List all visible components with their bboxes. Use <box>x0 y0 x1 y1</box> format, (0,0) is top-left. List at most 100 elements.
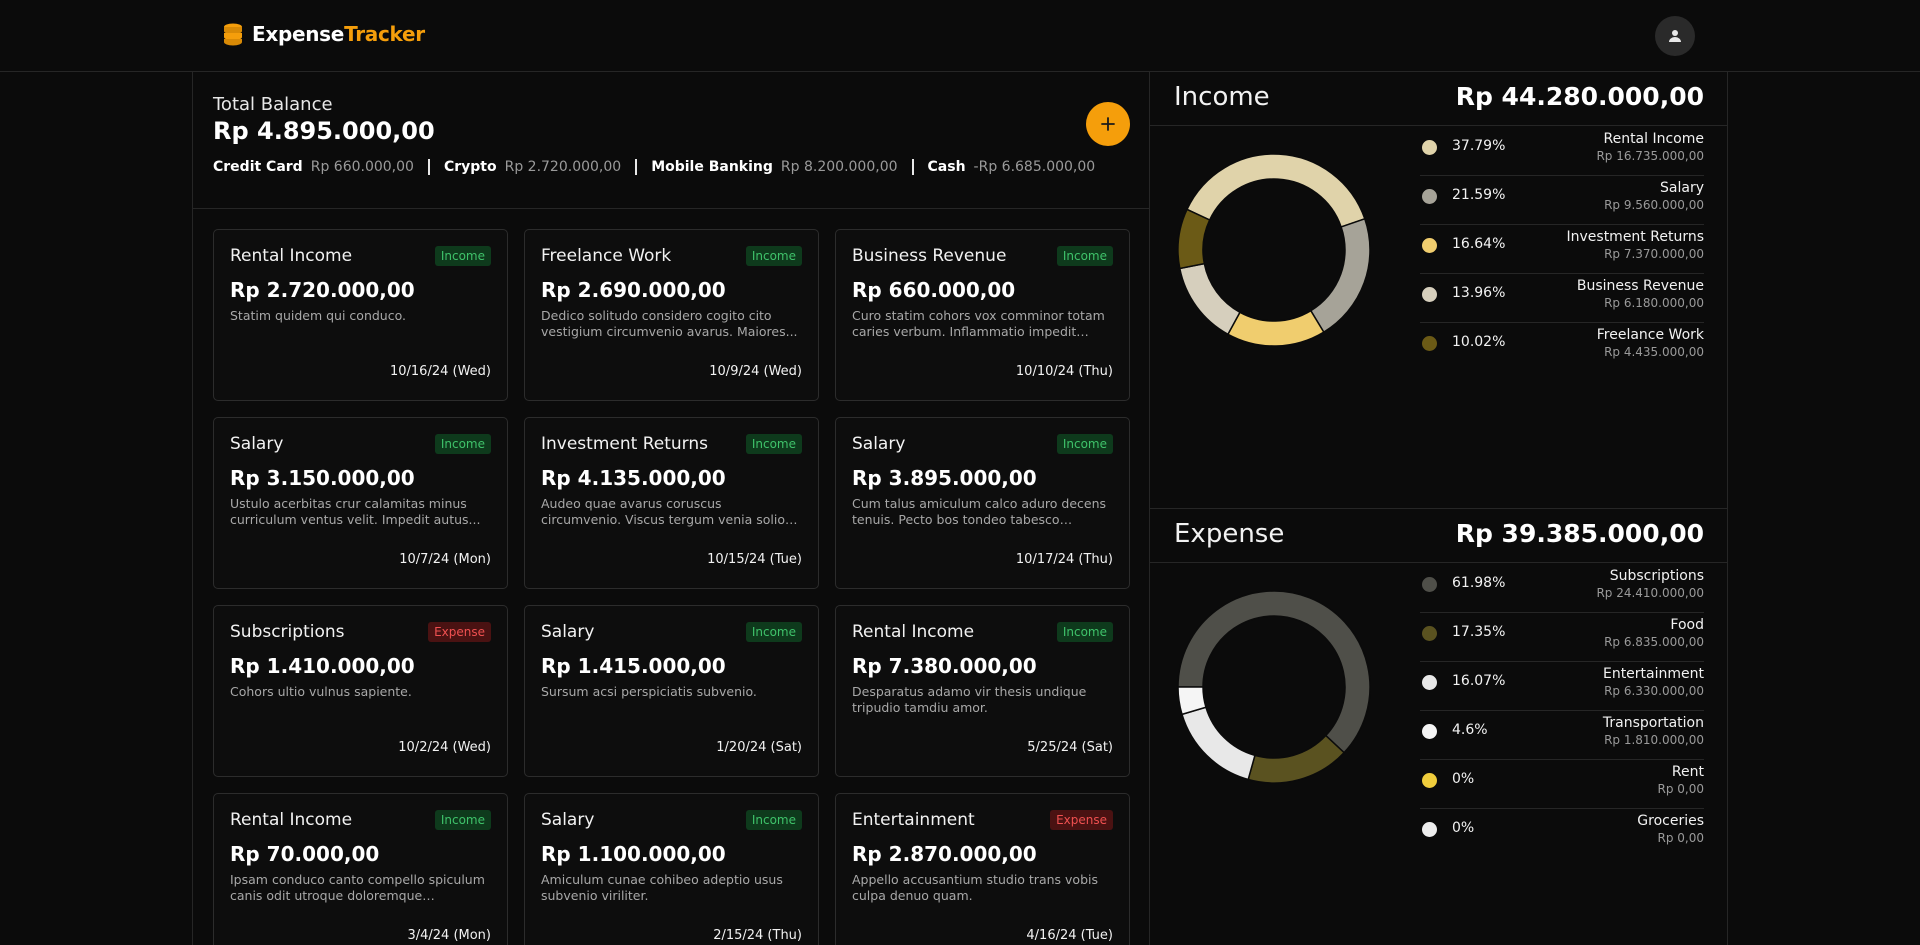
transaction-card[interactable]: Salary Income Rp 3.895.000,00 Cum talus ami… <box>835 417 1130 589</box>
card-header: Rental Income Income <box>230 810 491 830</box>
donut-slice[interactable] <box>1177 686 1207 716</box>
transaction-description: Ipsam conduco canto compello spiculum ca… <box>230 872 485 903</box>
legend-color-dot <box>1422 189 1437 204</box>
donut-slice[interactable] <box>1226 309 1325 347</box>
account-name: Mobile Banking <box>651 159 773 175</box>
transaction-description: Audeo quae avarus coruscus circumvenio. … <box>541 496 785 527</box>
expense-title: Expense <box>1174 519 1285 549</box>
add-transaction-button[interactable] <box>1086 102 1130 146</box>
transaction-card[interactable]: Salary Income Rp 3.150.000,00 Ustulo acerbi… <box>213 417 508 589</box>
summary-panel: Income Rp 44.280.000,00 37.79% Rental Inc… <box>1150 72 1728 945</box>
legend-item[interactable]: 17.35% Food Rp 6.835.000,00 <box>1420 613 1704 662</box>
transaction-card[interactable]: Rental Income Income Rp 7.380.000,00 Despar… <box>835 605 1130 777</box>
transaction-card[interactable]: Rental Income Income Rp 2.720.000,00 Statim… <box>213 229 508 401</box>
account-list: Credit Card Rp 660.000,00 Crypto Rp 2.720.0… <box>213 159 1129 175</box>
transaction-date: 10/7/24 (Mon) <box>399 552 491 567</box>
transaction-category: Salary <box>852 434 906 454</box>
transaction-amount: Rp 3.895.000,00 <box>852 466 1037 490</box>
transaction-date: 2/15/24 (Thu) <box>713 928 802 943</box>
transaction-description: Desparatus adamo vir thesis undique trip… <box>852 684 1087 715</box>
legend-item[interactable]: 0% Groceries Rp 0,00 <box>1420 809 1704 858</box>
legend-item[interactable]: 13.96% Business Revenue Rp 6.180.000,00 <box>1420 274 1704 323</box>
card-header: Salary Income <box>541 810 802 830</box>
legend-color-dot <box>1422 724 1437 739</box>
account-amount: Rp 660.000,00 <box>310 159 414 175</box>
legend-item[interactable]: 4.6% Transportation Rp 1.810.000,00 <box>1420 711 1704 760</box>
transaction-description: Dedico solitudo considero cogito cito ve… <box>541 308 798 339</box>
transaction-description: Amiculum cunae cohibeo adeptio usus subv… <box>541 872 783 903</box>
legend-category: Entertainment <box>1602 666 1704 682</box>
transaction-description: Sursum acsi perspiciatis subvenio. <box>541 684 757 699</box>
transaction-type-badge: Expense <box>1050 810 1113 830</box>
transaction-grid: Rental Income Income Rp 2.720.000,00 Statim… <box>213 229 1130 945</box>
expense-donut-chart <box>1177 590 1371 784</box>
donut-slice[interactable] <box>1247 734 1346 784</box>
transaction-card[interactable]: Salary Income Rp 1.100.000,00 Amiculum cuna… <box>524 793 819 945</box>
donut-slice[interactable] <box>1177 208 1211 270</box>
transaction-card[interactable]: Subscriptions Expense Rp 1.410.000,00 Cohor… <box>213 605 508 777</box>
expense-total: Rp 39.385.000,00 <box>1455 519 1704 548</box>
account-item[interactable]: Mobile Banking Rp 8.200.000,00 <box>651 159 897 175</box>
plus-icon <box>1101 117 1115 131</box>
legend-category: Freelance Work <box>1596 327 1704 343</box>
transaction-category: Salary <box>541 622 595 642</box>
app-title: ExpenseTracker <box>252 22 425 46</box>
app-logo[interactable]: ExpenseTracker <box>222 22 425 46</box>
account-name: Credit Card <box>213 159 303 175</box>
transaction-card[interactable]: Salary Income Rp 1.415.000,00 Sursum acsi p… <box>524 605 819 777</box>
transaction-type-badge: Income <box>1056 246 1113 266</box>
account-item[interactable]: Crypto Rp 2.720.000,00 <box>444 159 621 175</box>
transaction-amount: Rp 1.415.000,00 <box>541 654 726 678</box>
income-section: Income Rp 44.280.000,00 37.79% Rental Inc… <box>1150 72 1728 509</box>
income-header: Income Rp 44.280.000,00 <box>1150 72 1728 126</box>
legend-percentage: 37.79% <box>1452 138 1506 154</box>
legend-amount: Rp 4.435.000,00 <box>1604 345 1704 359</box>
legend-color-dot <box>1422 822 1437 837</box>
legend-item[interactable]: 10.02% Freelance Work Rp 4.435.000,00 <box>1420 323 1704 372</box>
transaction-card[interactable]: Rental Income Income Rp 70.000,00 Ipsam con… <box>213 793 508 945</box>
transaction-date: 10/15/24 (Tue) <box>707 552 802 567</box>
transaction-type-badge: Income <box>434 434 491 454</box>
donut-slice[interactable] <box>1309 217 1371 334</box>
legend-item[interactable]: 37.79% Rental Income Rp 16.735.000,00 <box>1420 127 1704 176</box>
legend-color-dot <box>1422 238 1437 253</box>
account-amount: -Rp 6.685.000,00 <box>973 159 1096 175</box>
transaction-card[interactable]: Investment Returns Income Rp 4.135.000,00 A… <box>524 417 819 589</box>
app-header: ExpenseTracker <box>0 0 1920 72</box>
transaction-amount: Rp 1.100.000,00 <box>541 842 726 866</box>
account-item[interactable]: Cash -Rp 6.685.000,00 <box>928 159 1096 175</box>
transaction-card[interactable]: Business Revenue Income Rp 660.000,00 Curo … <box>835 229 1130 401</box>
donut-slice[interactable] <box>1185 153 1366 228</box>
transaction-date: 1/20/24 (Sat) <box>716 740 802 755</box>
account-name: Cash <box>927 159 966 175</box>
legend-category: Rental Income <box>1603 131 1704 147</box>
legend-amount: Rp 0,00 <box>1657 831 1705 845</box>
account-amount: Rp 2.720.000,00 <box>504 159 622 175</box>
legend-item[interactable]: 21.59% Salary Rp 9.560.000,00 <box>1420 176 1704 225</box>
legend-category: Food <box>1670 617 1704 633</box>
legend-category: Investment Returns <box>1566 229 1705 245</box>
expense-legend: 61.98% Subscriptions Rp 24.410.000,00 17.35… <box>1420 564 1704 858</box>
transaction-type-badge: Income <box>745 246 802 266</box>
transaction-description: Cohors ultio vulnus sapiente. <box>230 684 412 699</box>
transaction-card[interactable]: Freelance Work Income Rp 2.690.000,00 Dedic… <box>524 229 819 401</box>
transaction-description: Statim quidem qui conduco. <box>230 308 407 323</box>
legend-item[interactable]: 16.64% Investment Returns Rp 7.370.000,00 <box>1420 225 1704 274</box>
user-avatar-button[interactable] <box>1655 16 1695 56</box>
legend-color-dot <box>1422 336 1437 351</box>
legend-amount: Rp 6.835.000,00 <box>1604 635 1704 649</box>
account-item[interactable]: Credit Card Rp 660.000,00 <box>213 159 414 175</box>
app-title-part1: Expense <box>252 22 345 46</box>
legend-item[interactable]: 0% Rent Rp 0,00 <box>1420 760 1704 809</box>
legend-amount: Rp 6.330.000,00 <box>1604 684 1704 698</box>
legend-item[interactable]: 16.07% Entertainment Rp 6.330.000,00 <box>1420 662 1704 711</box>
legend-percentage: 0% <box>1452 820 1475 836</box>
account-separator <box>427 159 430 175</box>
transaction-card[interactable]: Entertainment Expense Rp 2.870.000,00 Appel… <box>835 793 1130 945</box>
legend-item[interactable]: 61.98% Subscriptions Rp 24.410.000,00 <box>1420 564 1704 613</box>
donut-slice[interactable] <box>1181 706 1256 781</box>
legend-percentage: 21.59% <box>1452 187 1506 203</box>
donut-slice[interactable] <box>1177 590 1371 754</box>
transaction-description: Appello accusantium studio trans vobis c… <box>852 872 1098 903</box>
donut-slice[interactable] <box>1178 262 1241 336</box>
